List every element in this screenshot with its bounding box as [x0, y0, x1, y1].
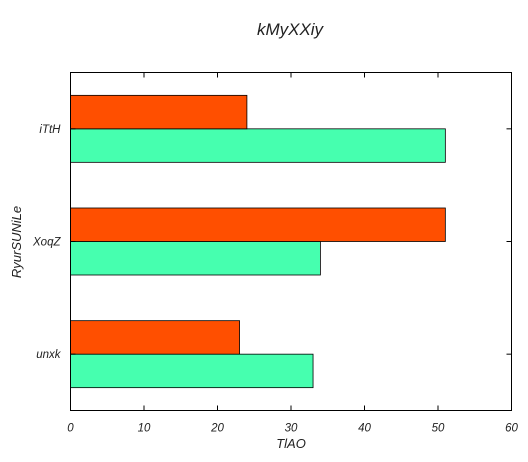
y-tick-label: unxk	[36, 349, 62, 361]
x-tick-label: 30	[285, 423, 298, 435]
x-tick-label: 40	[358, 423, 371, 435]
bars-group	[70, 94, 446, 389]
plot-frame	[70, 72, 512, 411]
bar-iTtH-series-2	[70, 94, 248, 130]
x-axis-label: TlAO	[276, 436, 306, 451]
x-tick-label: 20	[210, 423, 224, 435]
bar-unxk-series-1	[70, 353, 314, 389]
x-tick-label: 60	[505, 423, 518, 435]
y-axis-label: RyurSUNiLe	[9, 206, 24, 278]
bar-iTtH-series-1	[70, 128, 446, 163]
bar-XoqZ-series-1	[70, 241, 321, 276]
x-tick-label: 10	[138, 423, 151, 435]
x-tick-label: 0	[67, 423, 74, 435]
bar-XoqZ-series-2	[70, 207, 446, 242]
x-tick-label: 50	[432, 423, 445, 435]
y-tick-label: XoqZ	[32, 237, 61, 249]
bar-unxk-series-2	[70, 320, 240, 355]
y-tick-label: iTtH	[39, 124, 61, 136]
chart-title: kMyXXiy	[257, 20, 325, 39]
